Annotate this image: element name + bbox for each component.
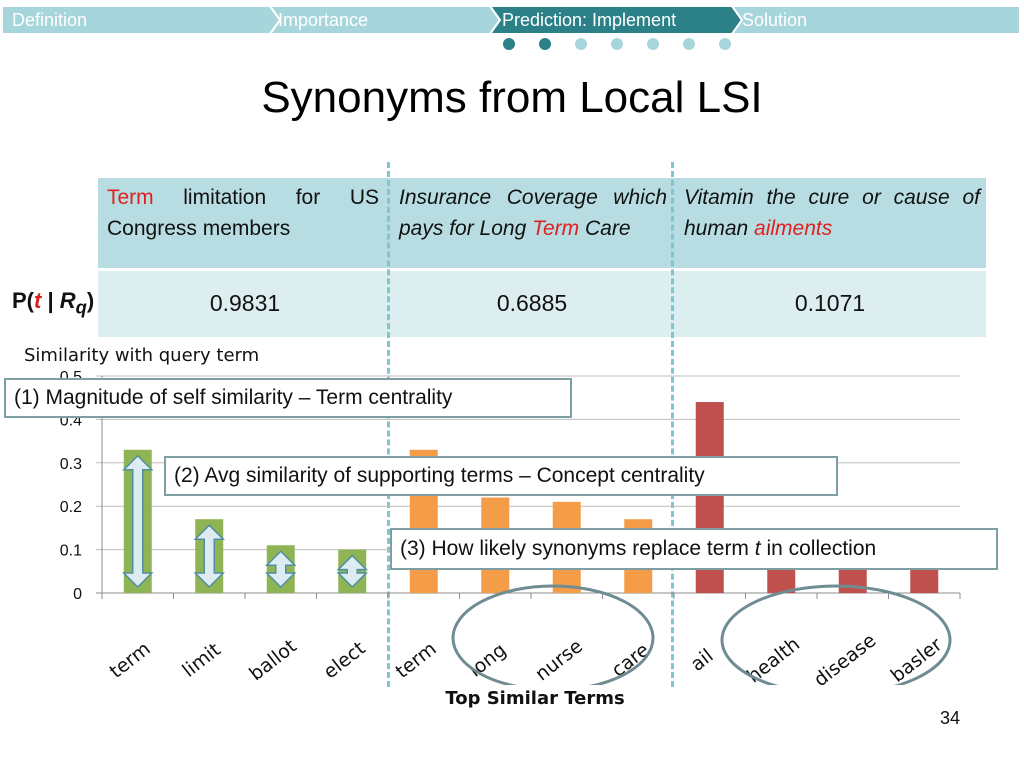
col-2-text: Insurance Coverage which pays for Long: [399, 186, 667, 240]
table-header-row: [98, 178, 986, 268]
x-tick-label: limit: [178, 639, 224, 682]
y-tick-label: 0: [73, 586, 82, 603]
progress-dots: [0, 38, 1024, 50]
table-header-col-1: Term limitation for US Congress members: [107, 182, 379, 244]
double-arrow-icon: [264, 550, 297, 589]
breadcrumb-nav: Definition Importance Prediction: Implem…: [0, 4, 1024, 36]
p-r: R: [59, 288, 76, 313]
x-tick-label: term: [106, 638, 155, 683]
nav-item-importance[interactable]: Importance: [278, 10, 369, 30]
p-close: ): [86, 288, 95, 313]
query-term-red: Term: [532, 217, 580, 240]
callout-term-centrality: (1) Magnitude of self similarity – Term …: [4, 378, 572, 418]
column-separator: [671, 162, 674, 687]
x-tick-label: term: [392, 638, 441, 683]
chart-y-axis-title: Similarity with query term: [24, 345, 260, 366]
x-tick-label: long: [465, 639, 511, 682]
double-arrow-icon: [121, 454, 154, 589]
query-term-red: Term: [107, 186, 154, 209]
progress-dot: [503, 38, 515, 50]
x-tick-label: elect: [319, 637, 369, 683]
value-col-2: 0.6885: [496, 290, 568, 316]
col-2-text-end: Care: [579, 217, 631, 240]
callout-3-italic: t: [754, 537, 761, 560]
p-q: q: [75, 296, 87, 318]
x-tick-label: nurse: [531, 635, 587, 685]
nav-item-solution[interactable]: Solution: [742, 10, 808, 30]
value-col-1: 0.9831: [209, 290, 281, 316]
p-bar: |: [41, 288, 60, 313]
column-separator: [387, 162, 390, 687]
double-arrow-icon: [193, 524, 226, 589]
chart-x-axis-title: Top Similar Terms: [445, 688, 625, 709]
x-tick-label: care: [608, 639, 654, 682]
p-t: t: [34, 288, 42, 313]
y-tick-label: 0.1: [60, 543, 82, 560]
progress-dot: [683, 38, 695, 50]
probability-label: P(t | Rq): [12, 288, 94, 318]
ellipse-long-term-care: [451, 584, 655, 685]
y-tick-label: 0.3: [60, 456, 82, 473]
ellipse-ailment-synonyms: [720, 584, 952, 685]
progress-dot: [647, 38, 659, 50]
callout-concept-centrality: (2) Avg similarity of supporting terms –…: [164, 456, 838, 496]
table-header-col-2: Insurance Coverage which pays for Long T…: [399, 182, 667, 244]
table-value-row: [98, 271, 986, 337]
y-tick-label: 0.2: [60, 499, 82, 516]
double-arrow-icon: [336, 554, 369, 589]
bar-chart: 00.10.20.30.40.5termlimitballotelectterm…: [60, 369, 961, 685]
progress-dot: [539, 38, 551, 50]
callout-3-text: (3) How likely synonyms replace term: [400, 537, 755, 560]
value-col-3: 0.1071: [794, 290, 866, 316]
x-tick-label: ail: [687, 645, 718, 676]
col-3-text: Vitamin the cure or cause of human: [684, 186, 980, 240]
progress-dot: [611, 38, 623, 50]
col-1-text: limitation for US Congress members: [107, 186, 379, 240]
p-open: P(: [12, 288, 34, 313]
x-tick-label: disease: [810, 629, 880, 685]
nav-item-prediction[interactable]: Prediction: Implement: [502, 10, 677, 30]
progress-dot: [575, 38, 587, 50]
query-term-red: ailments: [754, 217, 833, 240]
x-tick-label: ballot: [245, 635, 301, 685]
breadcrumb-shapes: [1, 5, 1021, 35]
page-number: 34: [940, 708, 961, 728]
nav-item-definition[interactable]: Definition: [12, 10, 88, 30]
progress-dot: [719, 38, 731, 50]
slide-title: Synonyms from Local LSI: [261, 73, 763, 122]
callout-synonym-replace: (3) How likely synonyms replace term t i…: [390, 528, 998, 570]
nav-chevron-solution: [730, 5, 1021, 35]
table-header-col-3: Vitamin the cure or cause of human ailme…: [684, 182, 980, 244]
callout-3-text-end: in collection: [760, 537, 877, 560]
